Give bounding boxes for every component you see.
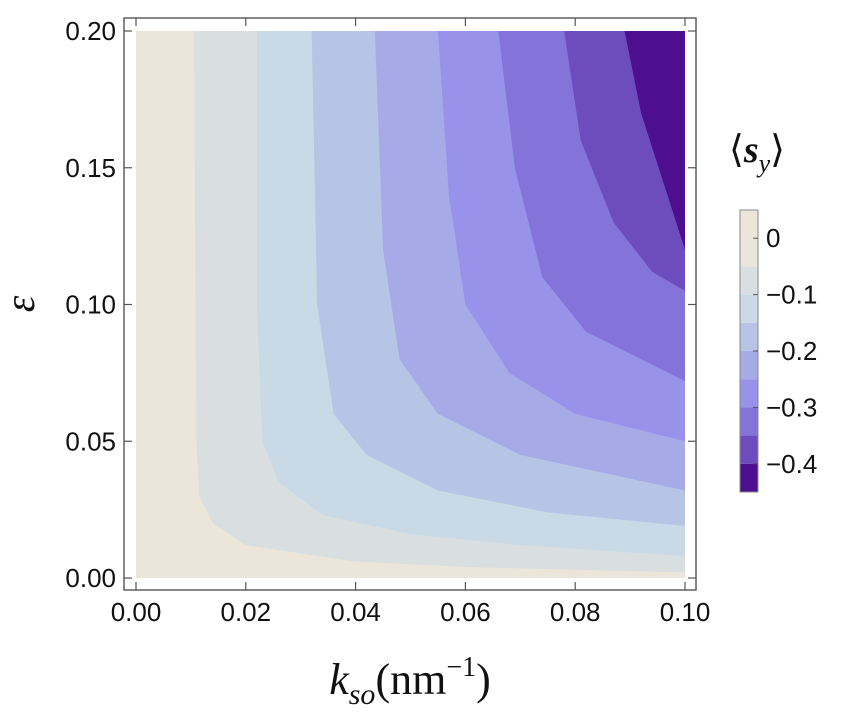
x-tick-label: 0.06 [440, 597, 491, 627]
x-axis-title-symbol: k [329, 655, 350, 704]
x-tick-label: 0.04 [330, 597, 381, 627]
colorbar-swatch [740, 379, 758, 408]
y-tick-label: 0.10 [65, 290, 116, 320]
y-tick-label: 0.00 [65, 563, 116, 593]
colorbar-title: ⟨sy⟩ [729, 129, 785, 178]
x-tick-label: 0.00 [111, 597, 162, 627]
y-tick-label: 0.20 [65, 16, 116, 46]
colorbar-swatch [740, 322, 758, 351]
colorbar-swatch [740, 266, 758, 295]
colorbar-swatch [740, 351, 758, 380]
x-axis-title-units-close: ) [476, 655, 491, 704]
colorbar-swatch [740, 463, 758, 492]
x-tick-label: 0.02 [220, 597, 271, 627]
contour-bands [193, 31, 685, 573]
contour-band [624, 31, 685, 250]
colorbar-tick-label: −0.4 [766, 449, 817, 479]
colorbar-title-close: ⟩ [770, 129, 785, 171]
colorbar-title-symbol: s [743, 129, 759, 171]
x-axis-title-units-exponent: −1 [446, 652, 476, 683]
x-tick-label: 0.10 [660, 597, 711, 627]
x-tick-label: 0.08 [550, 597, 601, 627]
colorbar-tick-label: −0.2 [766, 336, 817, 366]
colorbar-title-open: ⟨ [729, 129, 744, 171]
x-axis: 0.00 0.02 0.04 0.06 0.08 0.10 [111, 18, 711, 627]
colorbar-swatch [740, 210, 758, 239]
colorbar-swatch [740, 407, 758, 436]
x-axis-title-units: (nm [375, 655, 446, 704]
y-axis-title: ε [0, 295, 44, 312]
x-axis-title-subscript: so [349, 678, 376, 711]
colorbar-swatch [740, 238, 758, 267]
colorbar-swatch [740, 294, 758, 323]
colorbar-tick-label: 0 [766, 223, 780, 253]
colorbar-tick-label: −0.3 [766, 392, 817, 422]
x-axis-title: kso(nm−1) [329, 652, 491, 711]
y-tick-label: 0.15 [65, 153, 116, 183]
colorbar-title-subscript: y [756, 149, 771, 178]
colorbar: 0 −0.1 −0.2 −0.3 −0.4 [739, 209, 817, 493]
y-tick-label: 0.05 [65, 426, 116, 456]
y-axis: 0.00 0.05 0.10 0.15 0.20 [65, 16, 696, 593]
colorbar-tick-label: −0.1 [766, 280, 817, 310]
colorbar-swatch [740, 435, 758, 464]
